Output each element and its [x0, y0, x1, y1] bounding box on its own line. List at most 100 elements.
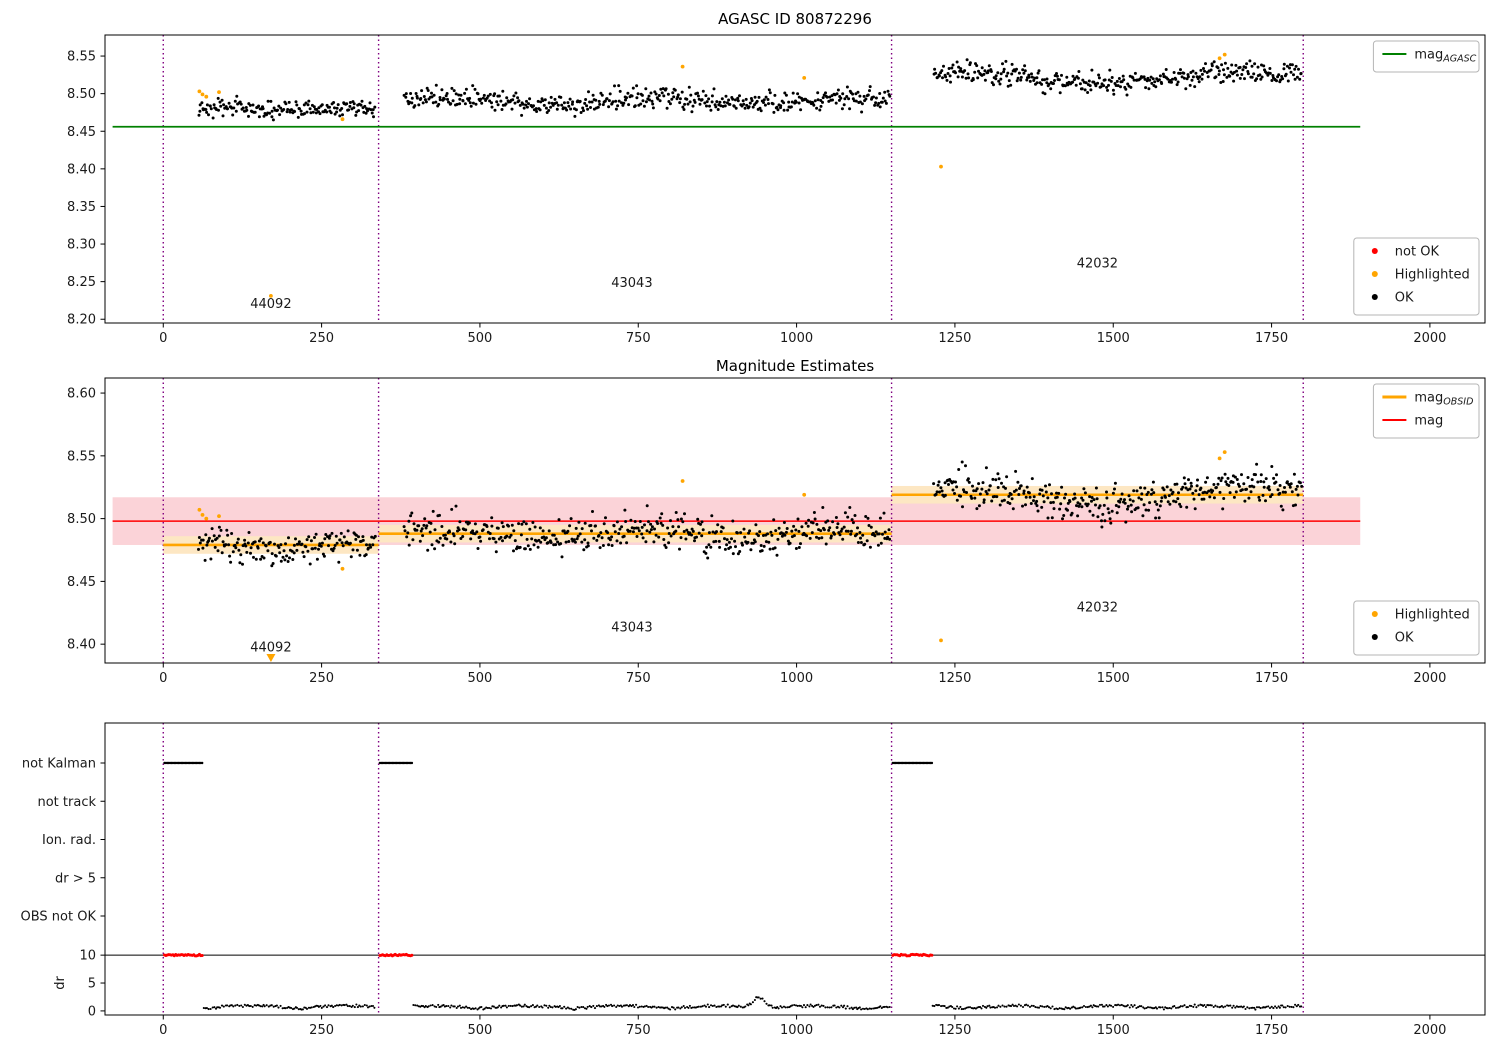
dr-point — [616, 1004, 619, 1007]
ok-point — [767, 88, 771, 92]
ok-point — [996, 71, 1000, 75]
ok-point — [1191, 75, 1195, 79]
ok-point — [198, 541, 202, 545]
ok-point — [584, 98, 588, 101]
ok-point — [1119, 85, 1122, 89]
ok-point — [559, 95, 563, 99]
ok-point — [840, 527, 844, 531]
ok-point — [1210, 64, 1214, 68]
ok-point — [860, 110, 864, 114]
ok-point — [518, 545, 522, 549]
ok-point — [971, 78, 975, 82]
dr-point — [779, 1005, 782, 1008]
ok-point — [681, 520, 685, 524]
ok-point — [1005, 74, 1009, 78]
dr-point — [651, 1005, 654, 1008]
ok-point — [990, 81, 994, 85]
dr-point — [468, 1006, 471, 1009]
ok-point — [1136, 506, 1140, 510]
legend-sample-dot — [1371, 271, 1378, 277]
ok-point — [704, 94, 708, 98]
dr-point — [1103, 1005, 1106, 1008]
dr-point — [1118, 1004, 1122, 1007]
ok-point — [679, 517, 683, 521]
dr-point — [782, 1005, 786, 1008]
ok-point — [598, 102, 602, 106]
ok-point — [452, 89, 456, 93]
ok-point — [1268, 71, 1272, 75]
ok-point — [851, 521, 855, 525]
ok-point — [546, 541, 550, 545]
ok-point — [642, 104, 646, 108]
ok-point — [968, 61, 972, 65]
ok-point — [335, 541, 339, 545]
dr-point — [679, 1007, 682, 1010]
ok-point — [239, 102, 243, 106]
dr-point — [866, 1008, 869, 1011]
ok-point — [531, 521, 535, 524]
ok-point — [622, 101, 626, 105]
ok-point — [792, 534, 796, 538]
ok-point — [705, 104, 708, 108]
ok-point — [758, 530, 762, 534]
ok-point — [641, 536, 645, 540]
ok-point — [1231, 480, 1235, 484]
dr-tick-label: 5 — [88, 977, 96, 992]
ok-point — [784, 530, 788, 534]
ok-point — [304, 545, 308, 549]
dr-point — [1114, 1004, 1117, 1007]
highlighted-point — [340, 566, 345, 571]
ok-point — [626, 91, 630, 95]
ok-point — [1178, 71, 1182, 75]
ok-point — [601, 544, 605, 547]
ok-point — [597, 534, 601, 537]
ok-point — [684, 537, 688, 541]
ok-point — [839, 96, 843, 100]
legend-label: not OK — [1395, 245, 1440, 260]
ok-point — [1115, 511, 1119, 515]
ok-point — [559, 542, 563, 546]
ok-point — [777, 526, 781, 530]
ok-point — [678, 547, 681, 551]
dr-point — [346, 1005, 349, 1008]
ok-point — [1048, 483, 1051, 487]
ok-point — [1052, 507, 1056, 511]
ok-point — [947, 67, 951, 70]
ok-point — [1077, 70, 1081, 73]
ok-point — [217, 525, 221, 529]
ok-point — [770, 533, 774, 537]
ok-point — [305, 538, 309, 542]
dr-point — [1277, 1005, 1280, 1008]
ok-point — [854, 99, 858, 103]
ok-point — [1182, 71, 1186, 75]
dr-point — [850, 1006, 853, 1009]
ok-point — [1293, 67, 1297, 71]
dr-point — [1290, 1005, 1293, 1008]
dr-point — [888, 1005, 891, 1009]
ok-point — [295, 103, 299, 107]
y-tick-label: 8.30 — [67, 238, 96, 253]
ok-point — [679, 536, 683, 540]
legend-sample-dot — [1371, 634, 1378, 640]
ok-point — [1193, 85, 1197, 89]
ok-point — [879, 541, 883, 545]
ok-point — [620, 101, 623, 105]
ok-point — [1078, 82, 1082, 86]
ok-point — [488, 92, 492, 96]
ok-point — [1175, 482, 1179, 486]
dr-point — [1168, 1006, 1171, 1010]
ok-point — [782, 101, 786, 105]
ok-point — [476, 92, 480, 96]
dr-point — [804, 1006, 807, 1009]
dr-point — [794, 1004, 798, 1007]
ok-point — [317, 106, 321, 110]
ok-point — [700, 98, 704, 102]
dr-point — [1257, 1006, 1261, 1009]
dr-point — [322, 1005, 325, 1008]
dr-point — [226, 1004, 229, 1007]
ok-point — [1147, 508, 1151, 512]
ok-point — [564, 540, 568, 544]
highlighted-point — [1222, 52, 1227, 57]
dr-point — [433, 1005, 436, 1008]
ok-point — [1243, 499, 1247, 503]
